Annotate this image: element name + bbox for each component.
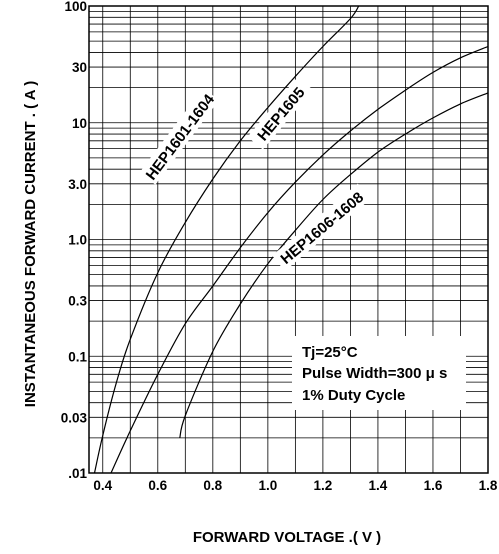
label-hep1601-1604: HEP1601-1604 [139, 88, 220, 185]
y-tick-label: 0.3 [68, 294, 87, 309]
x-tick-label: 1.8 [479, 478, 498, 493]
series-line-1 [93, 5, 360, 474]
x-tick-label: 0.4 [93, 478, 112, 493]
y-tick-label: 100 [64, 0, 87, 14]
y-tick-label: 1.0 [68, 233, 87, 248]
series-line-2 [110, 45, 489, 474]
x-tick-label: 1.2 [314, 478, 333, 493]
x-axis-title: FORWARD VOLTAGE .( V ) [193, 529, 381, 546]
note-line-3: 1% Duty Cycle [302, 387, 405, 404]
y-axis-title: INSTANTANEOUS FORWARD CURRENT . ( A ) [22, 81, 39, 407]
series-line-3 [179, 92, 489, 439]
y-tick-labels: 100 30 10 3.0 1.0 0.3 0.1 0.03 .01 [61, 0, 88, 481]
x-tick-label: 0.6 [148, 478, 167, 493]
x-tick-label: 1.0 [258, 478, 277, 493]
note-line-2: Pulse Width=300 μ s [302, 365, 447, 382]
x-tick-label: 1.4 [369, 478, 388, 493]
y-tick-label: 10 [72, 116, 87, 131]
y-tick-label: 0.1 [68, 349, 87, 364]
curves [93, 5, 489, 474]
plot-frame [88, 5, 489, 474]
y-tick-label: 30 [72, 60, 87, 75]
y-tick-label: 0.03 [61, 410, 88, 425]
note-line-1: Tj=25°C [302, 344, 358, 361]
x-tick-label: 1.6 [424, 478, 443, 493]
x-tick-label: 0.8 [203, 478, 222, 493]
x-tick-labels: 0.4 0.6 0.8 1.0 1.2 1.4 1.6 1.8 [93, 478, 498, 493]
conditions-note: Tj=25°C Pulse Width=300 μ s 1% Duty Cycl… [292, 336, 466, 410]
y-tick-label: 3.0 [68, 177, 87, 192]
y-tick-label: .01 [68, 466, 87, 481]
